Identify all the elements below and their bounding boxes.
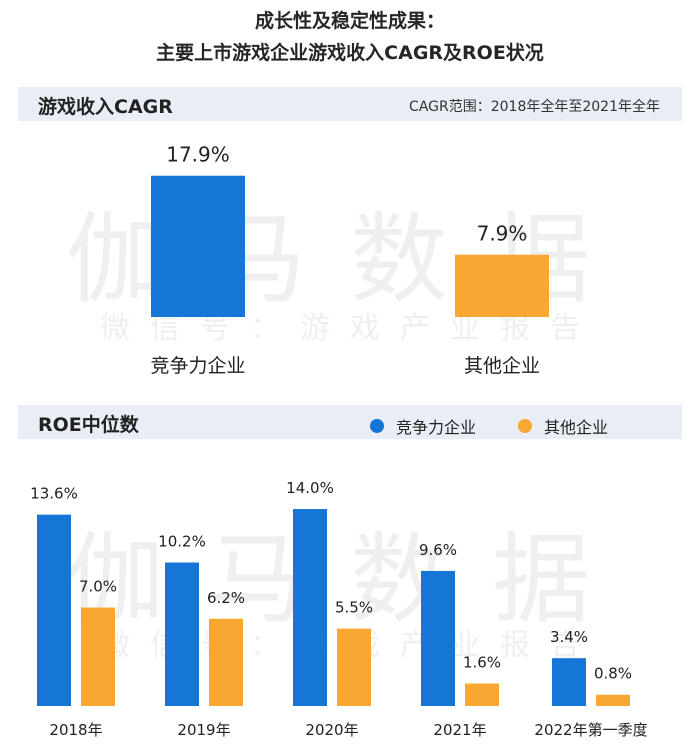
- roe-category-label-2: 2020年: [305, 721, 358, 739]
- cagr-bar-1: [455, 254, 549, 317]
- roe-section-title: ROE中位数: [38, 414, 139, 436]
- roe-value-label-1-0: 10.2%: [158, 532, 206, 550]
- roe-value-label-3-1: 1.6%: [463, 653, 501, 671]
- roe-value-label-2-0: 14.0%: [286, 479, 334, 497]
- roe-bar-2-1: [337, 628, 371, 706]
- roe-bar-4-1: [596, 694, 630, 706]
- roe-value-label-1-1: 6.2%: [207, 589, 245, 607]
- roe-bar-1-0: [165, 562, 199, 706]
- roe-category-label-1: 2019年: [177, 721, 230, 739]
- cagr-category-label-0: 竞争力企业: [150, 355, 245, 377]
- roe-value-label-0-1: 7.0%: [79, 578, 117, 596]
- legend-dot-orange: [518, 419, 532, 433]
- roe-value-label-0-0: 13.6%: [30, 485, 78, 503]
- roe-bar-1-1: [209, 618, 243, 706]
- roe-bar-0-1: [81, 607, 115, 706]
- cagr-value-label-1: 7.9%: [477, 222, 528, 246]
- roe-category-label-3: 2021年: [433, 721, 486, 739]
- legend-dot-blue: [370, 419, 384, 433]
- roe-category-label-0: 2018年: [49, 721, 102, 739]
- roe-bar-2-0: [293, 509, 327, 706]
- roe-section-header: ROE中位数 竞争力企业 其他企业: [18, 405, 682, 439]
- roe-bar-0-0: [37, 514, 71, 706]
- roe-bar-3-0: [421, 570, 455, 706]
- roe-value-label-4-0: 3.4%: [550, 628, 588, 646]
- chart-title-line1: 成长性及稳定性成果：: [254, 10, 445, 32]
- cagr-category-label-1: 其他企业: [464, 355, 540, 377]
- cagr-section-title: 游戏收入CAGR: [38, 96, 173, 118]
- legend-label-competitive: 竞争力企业: [396, 418, 477, 437]
- roe-bar-4-0: [552, 658, 586, 706]
- chart-title-line2: 主要上市游戏企业游戏收入CAGR及ROE状况: [156, 42, 544, 64]
- legend-item-other: 其他企业: [518, 414, 608, 438]
- cagr-section-header: 游戏收入CAGR CAGR范围：2018年全年至2021年全年: [18, 87, 682, 121]
- roe-value-label-2-1: 5.5%: [335, 599, 373, 617]
- legend-item-competitive: 竞争力企业: [370, 414, 476, 438]
- cagr-bar-0: [151, 175, 245, 317]
- roe-category-label-4: 2022年第一季度: [534, 721, 647, 739]
- roe-value-label-3-0: 9.6%: [419, 541, 457, 559]
- roe-bar-3-1: [465, 683, 499, 706]
- legend-label-other: 其他企业: [544, 418, 609, 437]
- cagr-value-label-0: 17.9%: [166, 143, 230, 167]
- cagr-range-note: CAGR范围：2018年全年至2021年全年: [409, 99, 660, 115]
- roe-value-label-4-1: 0.8%: [594, 665, 632, 683]
